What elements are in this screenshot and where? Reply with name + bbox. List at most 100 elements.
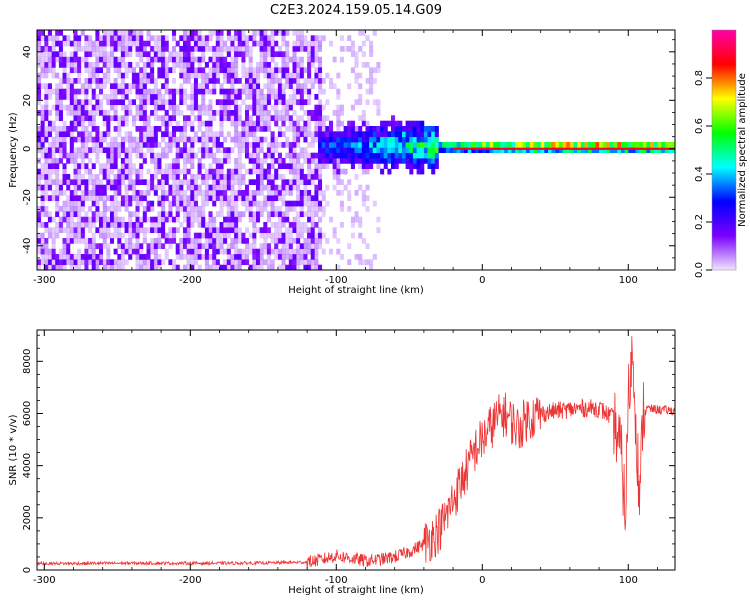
spectrogram-cell [190,238,195,244]
spectrogram-cell [135,72,140,79]
spectrogram-cell [102,238,107,244]
spectrogram-cell [91,110,96,116]
spectrogram-cell [95,190,100,196]
spectrogram-cell [285,46,290,52]
spectrogram-cell [47,131,52,138]
spectrogram-cell [110,115,115,122]
spectrogram-cell [175,216,180,223]
spectrogram-cell [226,115,231,122]
spectrogram-cell [117,115,122,122]
spectrogram-cell [175,40,180,47]
spectrogram-cell [62,62,67,68]
spectrogram-cell [179,152,184,159]
spectrogram-cell [110,147,115,154]
spectrogram-cell [80,259,85,266]
spectrogram-cell [230,179,235,186]
spectrogram-cell [69,238,74,244]
spectrogram-cell [183,227,188,234]
spectrogram-cell [226,174,231,180]
spectrogram-cell [193,174,198,180]
spectrogram-cell [325,200,330,207]
spectrogram-cell [37,168,42,175]
spectrogram-cell [507,142,512,148]
spectrogram-cell [266,259,271,266]
spectrogram-cell [113,195,118,202]
spectrogram-cell [113,67,118,74]
spectrogram-cell [84,264,89,270]
spectrogram-cell [161,232,166,239]
x-tick-label: -200 [179,275,202,286]
spectrogram-cell [161,216,166,223]
spectrogram-cell [58,46,63,52]
spectrogram-cell [266,120,271,127]
spectrogram-cell [168,227,173,234]
spectrogram-cell [128,168,133,175]
spectrogram-cell [215,227,220,234]
spectrogram-cell [318,78,323,84]
spectrogram-cell [190,216,195,223]
spectrogram-cell [201,72,206,79]
spectrogram-cell [274,94,279,100]
spectrogram-cell [332,232,337,239]
spectrogram-cell [69,88,74,95]
spectrogram-cell [183,142,188,148]
spectrogram-cell [321,78,326,84]
spectrogram-cell [201,136,206,143]
spectrogram-cell [511,142,516,148]
spectrogram-cell [350,51,355,58]
spectrogram-cell [208,120,213,127]
spectrogram-cell [270,94,275,100]
spectrogram-cell [380,136,385,143]
spectrogram-cell [369,163,374,170]
spectrogram-cell [102,163,107,170]
spectrogram-cell [113,190,118,196]
spectrogram-cell [277,163,282,170]
spectrogram-cell [120,232,125,239]
spectrogram-cell [252,259,257,266]
spectrogram-cell [394,147,399,154]
spectrogram-cell [142,62,147,68]
spectrogram-cell [95,142,100,148]
spectrogram-cell [197,88,202,95]
spectrogram-cell [131,120,136,127]
spectrogram-cell [40,211,45,218]
spectrogram-cell [347,190,352,196]
spectrogram-cell [131,190,136,196]
spectrogram-cell [139,83,144,90]
spectrogram-cell [248,195,253,202]
spectrogram-cell [124,190,129,196]
spectrogram-cell [139,110,144,116]
spectrogram-cell [270,72,275,79]
spectrogram-cell [131,142,136,148]
spectrogram-cell [91,232,96,239]
spectrogram-cell [164,147,169,154]
spectrogram-cell [460,142,465,148]
spectrogram-cell [40,104,45,111]
spectrogram-cell [307,259,312,266]
spectrogram-cell [358,222,363,228]
spectrogram-cell [66,83,71,90]
spectrogram-cell [230,110,235,116]
spectrogram-cell [489,142,494,148]
spectrogram-cell [55,51,60,58]
spectrogram-cell [562,142,567,148]
spectrogram-cell [325,99,330,106]
spectrogram-cell [106,206,111,212]
spectrogram-cell [219,46,224,52]
spectrogram-cell [270,174,275,180]
spectrogram-cell [44,264,49,270]
spectrogram-cell [277,51,282,58]
spectrogram-cell [44,190,49,196]
spectrogram-cell [197,206,202,212]
spectrogram-cell [237,110,242,116]
spectrogram-cell [99,254,104,260]
spectrogram-cell [186,179,191,186]
spectrogram-cell [146,206,151,212]
spectrogram-cell [80,222,85,228]
spectrogram-cell [252,30,257,36]
spectrogram-cell [117,56,122,63]
spectrogram-cell [434,131,439,138]
spectrogram-cell [135,152,140,159]
spectrogram-cell [55,195,60,202]
spectrogram-cell [77,120,82,127]
